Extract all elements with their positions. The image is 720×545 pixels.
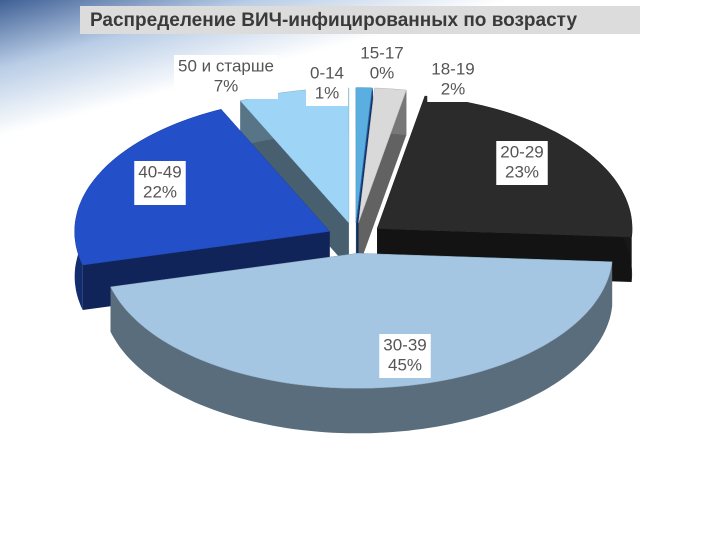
category-label: 30-39 (383, 335, 426, 354)
slice (356, 87, 374, 223)
pie (74, 87, 633, 434)
slice (358, 87, 407, 223)
label-box (174, 55, 278, 99)
slice (110, 253, 613, 389)
category-label: 40-49 (138, 162, 181, 181)
slice (355, 87, 373, 223)
label-box (356, 42, 408, 86)
category-label: 0-14 (310, 63, 344, 82)
value-label: 1% (315, 83, 340, 102)
title-box (80, 6, 640, 34)
slice-side (358, 90, 407, 268)
category-label: 50 и старше (178, 56, 274, 75)
value-label: 45% (388, 355, 422, 374)
category-label: 20-29 (500, 142, 543, 161)
label-box (427, 58, 479, 102)
value-label: 7% (214, 76, 239, 95)
label-box (496, 141, 548, 185)
value-label: 2% (441, 79, 466, 98)
category-label: 15-17 (360, 43, 403, 62)
value-label: 0% (370, 63, 395, 82)
slice-side (110, 261, 613, 434)
label-box (134, 161, 186, 205)
label-box (379, 334, 431, 378)
chart-title: Распределение ВИЧ-инфицированных по возр… (90, 10, 577, 31)
category-label: 18-19 (431, 59, 474, 78)
label-box (305, 62, 349, 106)
value-label: 23% (505, 162, 539, 181)
value-label: 22% (143, 182, 177, 201)
slice (74, 109, 331, 266)
